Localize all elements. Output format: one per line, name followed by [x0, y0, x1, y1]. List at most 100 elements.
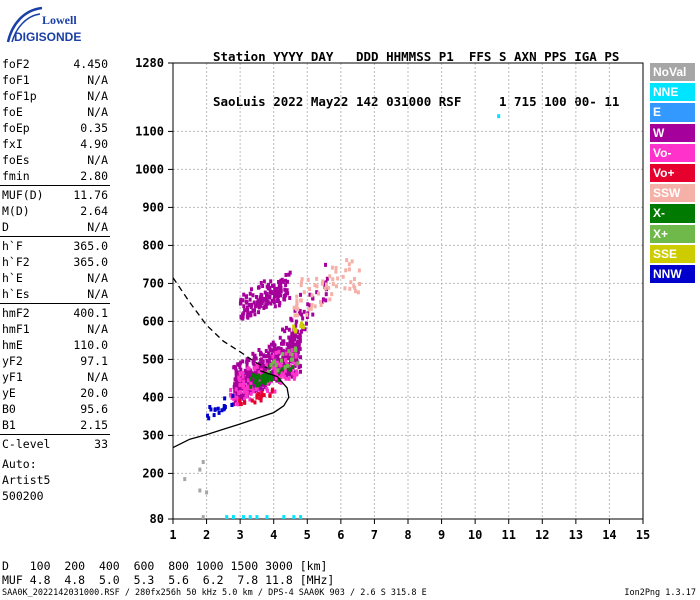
- echo-point-w: [244, 379, 248, 384]
- legend-item-w: W: [650, 123, 695, 142]
- echo-point-w: [284, 293, 288, 298]
- echo-point-ssw: [321, 279, 325, 284]
- echo-point-w: [273, 304, 277, 309]
- echo-point-w: [253, 312, 257, 317]
- echo-point-w: [256, 301, 260, 306]
- echo-point-vo-: [292, 372, 296, 377]
- echo-point-x-: [253, 380, 257, 385]
- echo-point-nnw: [207, 416, 211, 421]
- echo-point-nne: [225, 515, 229, 519]
- echo-point-vo-: [294, 354, 298, 359]
- echo-point-vo-: [283, 357, 287, 362]
- echo-point-x-: [294, 347, 298, 352]
- echo-point-w: [315, 290, 319, 295]
- echo-point-vo-: [275, 360, 279, 365]
- echo-point-w: [298, 335, 302, 340]
- echo-point-ssw: [295, 303, 299, 308]
- echo-point-w: [257, 304, 261, 309]
- param-value: N/A: [87, 322, 108, 336]
- echo-point-w: [285, 366, 289, 371]
- echo-point-ssw: [347, 267, 351, 272]
- echo-point-vo-: [238, 371, 242, 376]
- param-value: N/A: [87, 73, 108, 87]
- param-value: 20.0: [80, 386, 108, 400]
- echo-point-w: [286, 343, 290, 348]
- echo-point-x-: [253, 374, 257, 379]
- param-label: h`F: [2, 239, 23, 253]
- echo-point-vo-: [265, 388, 269, 393]
- echo-point-w: [272, 297, 276, 302]
- param-separator: [0, 185, 110, 186]
- echo-point-w: [265, 354, 269, 359]
- param-row-hmf2: hmF2 400.1: [2, 305, 108, 321]
- echo-point-w: [253, 308, 257, 313]
- echo-point-w: [281, 355, 285, 360]
- echo-point-w: [269, 279, 273, 284]
- echo-point-vo-: [262, 393, 266, 398]
- echo-point-vo-: [255, 395, 259, 400]
- param-label: foEs: [2, 153, 30, 167]
- muf-distance-label: D: [2, 559, 9, 573]
- x-tick-label: 14: [602, 528, 616, 542]
- echo-point-w: [267, 286, 271, 291]
- param-row-hmf1: hmF1 N/A: [2, 321, 108, 337]
- echo-point-ssw: [310, 293, 314, 298]
- echo-point-nnw: [230, 402, 234, 407]
- echo-point-ssw: [323, 286, 327, 291]
- param-value: N/A: [87, 105, 108, 119]
- echo-point-ssw: [319, 299, 323, 304]
- echo-point-vo-: [273, 389, 277, 394]
- echo-point-noval: [198, 488, 202, 493]
- param-label: MUF(D): [2, 188, 44, 202]
- echo-point-w: [285, 353, 289, 358]
- echo-point-ssw: [328, 297, 332, 302]
- echo-point-w: [258, 363, 262, 368]
- echo-point-w: [238, 385, 242, 390]
- echo-point-ssw: [295, 294, 299, 299]
- y-tick-label: 200: [142, 466, 164, 480]
- y-tick-label: 400: [142, 390, 164, 404]
- echo-point-w: [243, 368, 247, 373]
- echo-point-w: [277, 303, 281, 308]
- echo-point-w: [245, 300, 249, 305]
- echo-point-ssw: [306, 277, 310, 282]
- y-tick-label: 700: [142, 276, 164, 290]
- echo-point-w: [257, 285, 261, 290]
- echo-point-w: [282, 362, 286, 367]
- echo-point-ssw: [299, 283, 303, 288]
- echo-point-vo-: [229, 392, 233, 397]
- echo-point-w: [273, 290, 277, 295]
- echo-point-ssw: [330, 292, 334, 297]
- x-tick-label: 15: [636, 528, 650, 542]
- echo-point-noval: [201, 460, 205, 464]
- echo-point-w: [279, 282, 283, 287]
- echo-point-vo-: [238, 402, 242, 407]
- echo-point-w: [321, 297, 325, 302]
- echo-point-vo-: [279, 375, 283, 380]
- echo-point-vo-: [246, 378, 250, 383]
- echo-point-w: [291, 331, 295, 336]
- echo-point-w: [260, 365, 264, 370]
- echo-point-w: [264, 304, 268, 309]
- echo-point-vo-: [260, 390, 264, 395]
- echo-point-vo-: [256, 392, 260, 397]
- echo-point-w: [298, 333, 302, 338]
- legend-item-vo-: Vo+: [650, 163, 695, 183]
- legend-item-ssw: SSW: [650, 184, 695, 203]
- echo-point-vo-: [242, 397, 246, 402]
- echo-point-w: [241, 359, 245, 364]
- echo-point-w: [275, 299, 279, 304]
- echo-point-vo-: [236, 401, 240, 406]
- echo-point-w: [258, 298, 262, 303]
- echo-point-w: [284, 272, 288, 277]
- echo-point-w: [259, 357, 263, 362]
- echo-point-noval: [198, 467, 202, 472]
- echo-point-nnw: [216, 406, 220, 411]
- echo-point-w: [287, 272, 291, 277]
- echo-point-x-: [274, 363, 278, 368]
- echo-point-vo-: [259, 368, 263, 373]
- param-label: C-level: [2, 437, 51, 451]
- echo-point-w: [248, 291, 252, 296]
- param-label: h`F2: [2, 255, 30, 269]
